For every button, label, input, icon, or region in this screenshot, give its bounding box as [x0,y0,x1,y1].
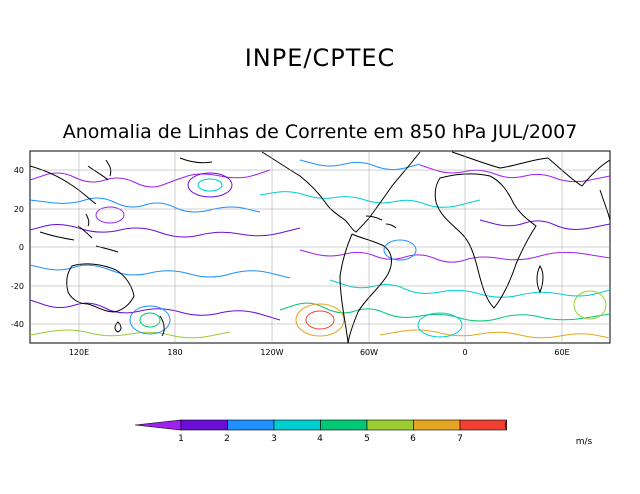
lon-tick-label: 180 [167,348,182,357]
streamline [30,223,301,238]
colorbar-swatch [320,419,368,431]
streamline-vortex [197,178,223,192]
colorbar-labels: 1 2 3 4 5 6 7 m/s [178,434,592,447]
streamline [329,279,610,298]
longitude-labels: 120E 180 120W 60W 0 60E [69,348,570,357]
lat-tick-label: 20 [14,205,24,214]
lat-tick-label: -20 [11,282,24,291]
colorbar [134,419,507,431]
colorbar-label: 7 [457,434,463,444]
lat-tick-label: -40 [11,320,24,329]
map-subtitle: Anomalia de Linhas de Corrente em 850 hP… [62,121,578,143]
streamline [30,169,271,188]
streamline-vortex [95,206,125,224]
colorbar-label: 6 [410,434,416,444]
colorbar-end-high [504,419,507,431]
colorbar-swatch [366,419,414,431]
colorbar-label: 2 [224,434,230,444]
page-title: INPE/CPTEC [244,44,396,72]
streamline-vortex [139,312,161,328]
lon-tick-label: 0 [462,348,467,357]
streamline [259,191,481,208]
lon-tick-label: 120E [69,348,89,357]
streamline-layer [30,159,610,339]
colorbar-swatch [459,419,507,431]
streamline [379,329,610,339]
colorbar-label: 3 [271,434,277,444]
streamline [30,264,291,279]
coastline-layer [30,151,610,343]
latitude-labels: 40 20 0 -20 -40 [11,166,24,329]
graticule [30,151,610,343]
colorbar-swatch [180,419,228,431]
colorbar-unit: m/s [576,437,593,447]
colorbar-swatch [413,419,461,431]
colorbar-label: 4 [317,434,323,444]
streamline [30,329,231,339]
streamline [299,249,610,263]
lat-tick-label: 40 [14,166,24,175]
colorbar-end-low [134,419,182,431]
lon-tick-label: 60E [554,348,569,357]
lat-tick-label: 0 [19,243,24,252]
colorbar-label: 5 [364,434,370,444]
streamline-vortex [417,312,463,338]
lon-tick-label: 120W [260,348,283,357]
colorbar-label: 1 [178,434,184,444]
streamline-vortex [573,290,607,320]
streamline [30,197,261,213]
streamline-vortex [129,305,171,335]
colorbar-swatch [273,419,321,431]
streamline-vortex [187,172,233,198]
streamline [30,299,281,321]
lon-tick-label: 60W [360,348,378,357]
streamline-vortex [305,310,335,330]
streamline-vortex [383,239,417,261]
colorbar-swatch [227,419,275,431]
streamline [479,219,610,230]
streamline-vortex [295,303,345,337]
